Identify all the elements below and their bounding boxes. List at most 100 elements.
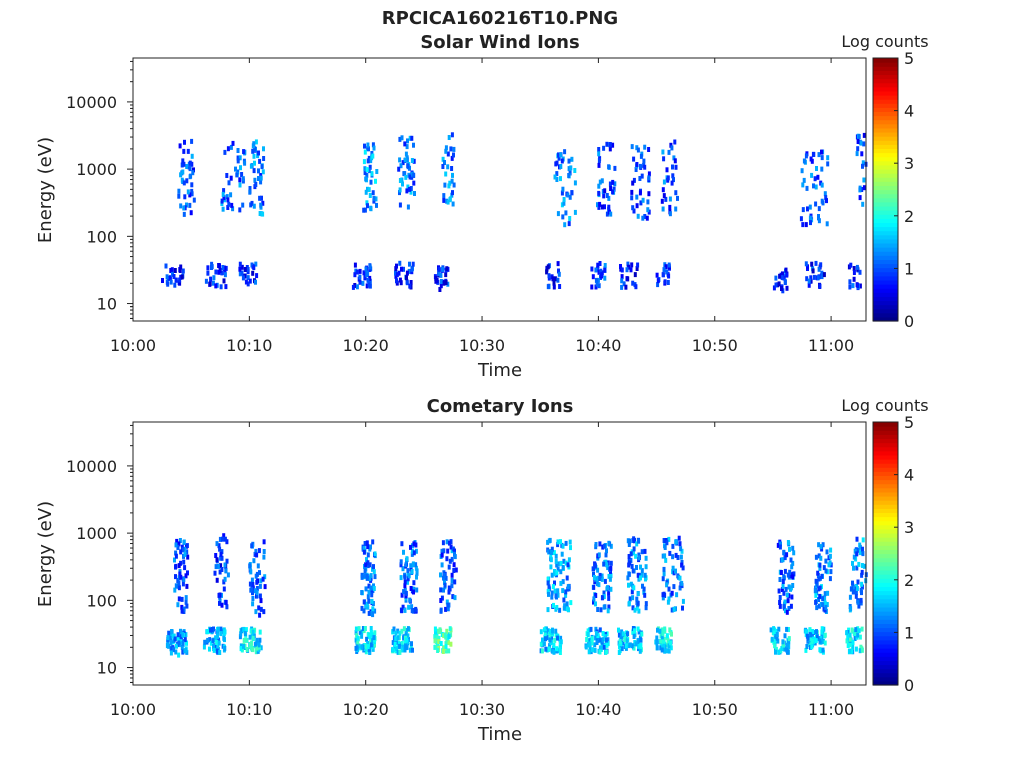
spectrogram-cell	[250, 543, 254, 549]
spectrogram-cell	[564, 606, 568, 612]
spectrogram-cell	[800, 168, 804, 174]
spectrogram-cell	[594, 601, 597, 607]
spectrogram-cell	[399, 280, 403, 286]
spectrogram-cell	[779, 570, 783, 575]
spectrogram-cell	[854, 593, 858, 599]
colorbar-segment	[873, 574, 898, 579]
spectrogram-cell	[166, 281, 170, 287]
spectrogram-cell	[678, 575, 682, 581]
spectrogram-cell	[632, 645, 636, 651]
spectrogram-cell	[555, 646, 559, 652]
colorbar-segment	[873, 156, 898, 162]
spectrogram-cell	[184, 595, 188, 601]
spectrogram-cell	[668, 211, 672, 217]
spectrogram-cell	[777, 649, 781, 655]
spectrogram-cell	[783, 599, 787, 605]
spectrogram-cell	[251, 596, 255, 601]
spectrogram-cell	[813, 630, 817, 635]
colorbar-segment	[873, 222, 898, 228]
panel-title: Cometary Ions	[427, 396, 574, 417]
spectrogram-cell	[564, 560, 568, 566]
spectrogram-cell	[665, 540, 669, 546]
spectrogram-cell	[860, 590, 863, 596]
spectrogram-cell	[592, 566, 596, 572]
spectrogram-cell	[186, 554, 190, 560]
spectrogram-cell	[219, 551, 223, 557]
spectrogram-cell	[434, 629, 437, 635]
spectrogram-cell	[362, 207, 366, 213]
spectrogram-cell	[860, 584, 864, 590]
spectrogram-cell	[848, 648, 852, 654]
spectrogram-cell	[398, 136, 402, 142]
spectrogram-cell	[607, 195, 611, 201]
spectrogram-cell	[817, 576, 821, 582]
spectrogram-cell	[557, 271, 561, 277]
spectrogram-cell	[218, 546, 222, 552]
spectrogram-cell	[413, 191, 416, 196]
spectrogram-cell	[181, 649, 185, 655]
spectrogram-cell	[181, 631, 185, 637]
spectrogram-cell	[821, 542, 825, 548]
spectrogram-cell	[595, 581, 599, 587]
spectrogram-cell	[558, 650, 562, 655]
spectrogram-cell	[448, 586, 452, 592]
spectrogram-cell	[222, 635, 226, 641]
spectrogram-cell	[559, 569, 563, 575]
spectrogram-cell	[817, 542, 821, 548]
spectrogram-cell	[238, 155, 242, 161]
spectrogram-cell	[555, 177, 559, 182]
spectrogram-cell	[607, 540, 611, 546]
spectrogram-cell	[438, 627, 442, 633]
spectrogram-cell	[396, 635, 400, 641]
spectrogram-cell	[255, 641, 259, 647]
spectrogram-cell	[634, 167, 638, 172]
spectrogram-cell	[852, 554, 856, 560]
spectrogram-cell	[371, 612, 375, 618]
spectrogram-cell	[855, 151, 859, 157]
spectrogram-cell	[658, 628, 662, 634]
spectrogram-cell	[356, 641, 360, 647]
spectrogram-cell	[227, 180, 231, 186]
spectrogram-cell	[611, 142, 615, 148]
spectrogram-cell	[781, 579, 785, 584]
spectrogram-cell	[368, 275, 372, 281]
spectrogram-cell	[439, 641, 443, 646]
spectrogram-cell	[546, 576, 550, 582]
spectrogram-cell	[665, 642, 669, 648]
spectrogram-cell	[369, 626, 373, 631]
spectrogram-cell	[565, 575, 569, 581]
spectrogram-cell	[363, 170, 367, 176]
spectrogram-cell	[253, 588, 257, 594]
spectrogram-cell	[551, 584, 555, 590]
spectrogram-cell	[177, 563, 181, 569]
spectrogram-cell	[820, 573, 824, 579]
spectrogram-cell	[559, 560, 563, 566]
spectrogram-cell	[780, 557, 784, 563]
spectrogram-cell	[848, 632, 852, 638]
spectrogram-cell	[656, 282, 660, 288]
spectrogram-cell	[667, 596, 671, 602]
spectrogram-cell	[373, 608, 377, 614]
colorbar-segment	[873, 528, 898, 534]
spectrogram-cell	[372, 569, 376, 575]
spectrogram-cell	[406, 633, 410, 639]
spectrogram-cell	[174, 550, 178, 556]
spectrogram-cell	[403, 587, 407, 593]
spectrogram-cell	[183, 546, 187, 552]
spectrogram-cell	[605, 631, 609, 637]
spectrogram-cell	[856, 139, 860, 144]
x-tick-label: 10:40	[575, 700, 621, 719]
colorbar-segment	[873, 62, 898, 67]
spectrogram-cell	[375, 169, 379, 174]
y-tick-label: 10	[97, 659, 117, 678]
spectrogram-cell	[848, 642, 852, 648]
colorbar-segment	[873, 524, 898, 530]
spectrogram-cell	[681, 598, 685, 604]
spectrogram-cell	[828, 553, 832, 559]
spectrogram-cell	[174, 553, 178, 559]
spectrogram-cell	[606, 585, 610, 591]
colorbar-segment	[873, 590, 898, 596]
spectrogram-cell	[607, 573, 611, 579]
